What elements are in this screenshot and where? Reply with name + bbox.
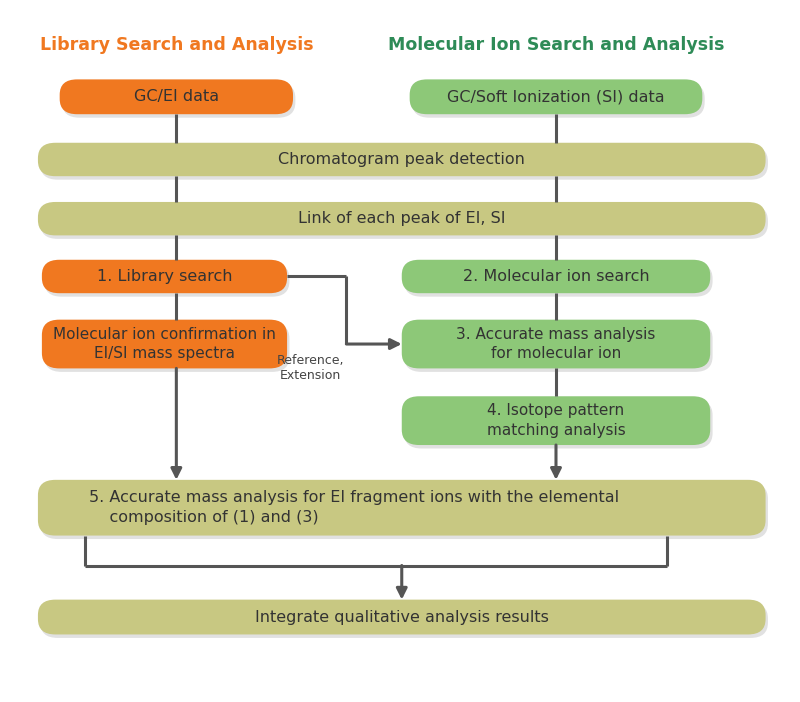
Text: Integrate qualitative analysis results: Integrate qualitative analysis results (255, 609, 549, 625)
Text: Molecular Ion Search and Analysis: Molecular Ion Search and Analysis (388, 36, 724, 53)
FancyBboxPatch shape (404, 399, 713, 449)
FancyBboxPatch shape (38, 143, 766, 176)
Text: 1. Library search: 1. Library search (97, 269, 232, 284)
FancyBboxPatch shape (44, 323, 290, 372)
Text: 2. Molecular ion search: 2. Molecular ion search (462, 269, 650, 284)
FancyBboxPatch shape (44, 263, 290, 297)
FancyBboxPatch shape (404, 323, 713, 372)
FancyBboxPatch shape (412, 83, 705, 118)
FancyBboxPatch shape (40, 603, 768, 638)
FancyBboxPatch shape (410, 79, 702, 114)
FancyBboxPatch shape (40, 206, 768, 239)
FancyBboxPatch shape (38, 600, 766, 635)
Text: Library Search and Analysis: Library Search and Analysis (39, 36, 313, 53)
FancyBboxPatch shape (62, 83, 295, 118)
Text: Chromatogram peak detection: Chromatogram peak detection (278, 152, 525, 167)
Text: Link of each peak of EI, SI: Link of each peak of EI, SI (298, 211, 506, 226)
Text: Reference,
Extension: Reference, Extension (277, 355, 345, 383)
FancyBboxPatch shape (402, 396, 710, 445)
FancyBboxPatch shape (42, 319, 287, 369)
Text: 5. Accurate mass analysis for EI fragment ions with the elemental
    compositio: 5. Accurate mass analysis for EI fragmen… (90, 490, 619, 525)
FancyBboxPatch shape (38, 202, 766, 235)
FancyBboxPatch shape (40, 146, 768, 180)
Text: 3. Accurate mass analysis
for molecular ion: 3. Accurate mass analysis for molecular … (456, 326, 656, 362)
FancyBboxPatch shape (60, 79, 293, 114)
Text: 4. Isotope pattern
matching analysis: 4. Isotope pattern matching analysis (486, 403, 626, 438)
FancyBboxPatch shape (402, 319, 710, 369)
FancyBboxPatch shape (402, 260, 710, 293)
FancyBboxPatch shape (38, 480, 766, 536)
FancyBboxPatch shape (40, 483, 768, 539)
Text: GC/Soft Ionization (SI) data: GC/Soft Ionization (SI) data (447, 89, 665, 105)
FancyBboxPatch shape (42, 260, 287, 293)
Text: Molecular ion confirmation in
EI/SI mass spectra: Molecular ion confirmation in EI/SI mass… (53, 326, 276, 362)
Text: GC/EI data: GC/EI data (134, 89, 219, 105)
FancyBboxPatch shape (404, 263, 713, 297)
